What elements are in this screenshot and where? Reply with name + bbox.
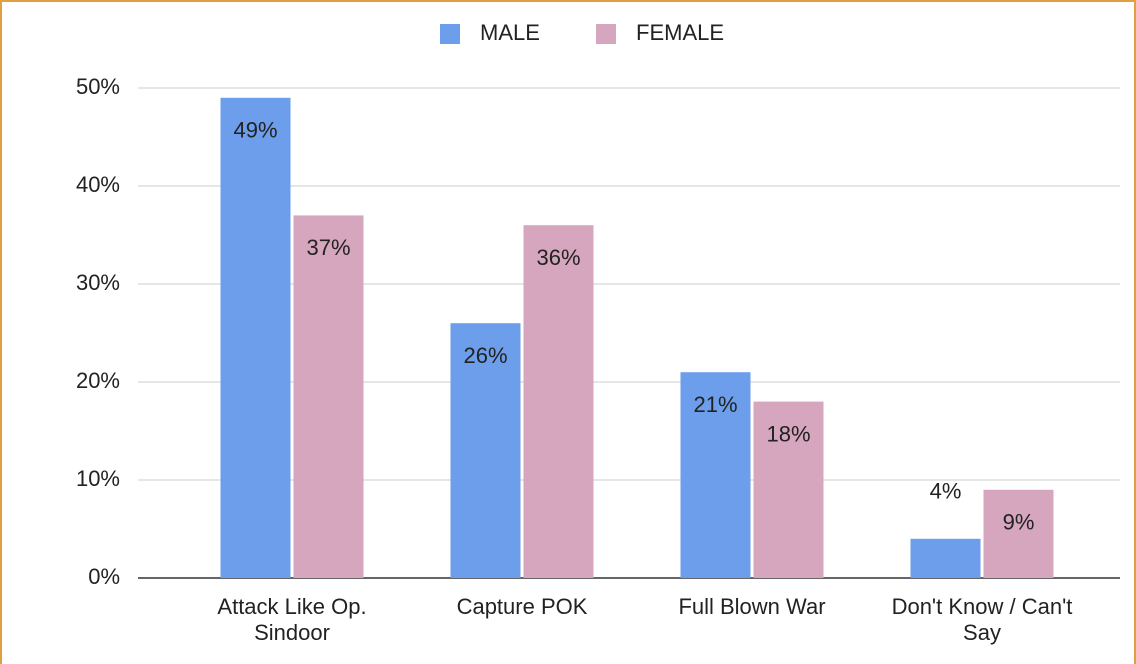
data-label: 49% [233, 118, 277, 143]
data-label: 18% [766, 421, 810, 446]
y-tick-label: 20% [76, 368, 120, 393]
legend-label: MALE [480, 20, 540, 45]
bar [983, 489, 1054, 578]
x-tick-label: Capture POK [456, 594, 588, 619]
legend-swatch [596, 24, 616, 44]
bar [910, 538, 981, 578]
bar [753, 401, 824, 578]
legend-swatch [440, 24, 460, 44]
x-tick-label: Attack Like Op. Sindoor [217, 594, 367, 645]
data-label: 37% [306, 235, 350, 260]
bar [220, 97, 291, 579]
data-label: 9% [1003, 510, 1035, 535]
y-tick-label: 10% [76, 466, 120, 491]
y-tick-label: 40% [76, 172, 120, 197]
x-tick-label: Don't Know / Can't Say [891, 594, 1073, 645]
legend-label: FEMALE [636, 20, 724, 45]
bar [450, 323, 521, 578]
y-tick-label: 30% [76, 270, 120, 295]
bar [523, 225, 594, 578]
bar [680, 372, 751, 578]
data-label: 21% [693, 392, 737, 417]
data-label: 36% [536, 245, 580, 270]
bar [293, 215, 364, 578]
data-label: 26% [463, 343, 507, 368]
x-tick-label: Full Blown War [678, 594, 826, 619]
y-tick-label: 50% [76, 74, 120, 99]
data-label: 4% [930, 479, 962, 504]
y-tick-label: 0% [88, 564, 120, 589]
